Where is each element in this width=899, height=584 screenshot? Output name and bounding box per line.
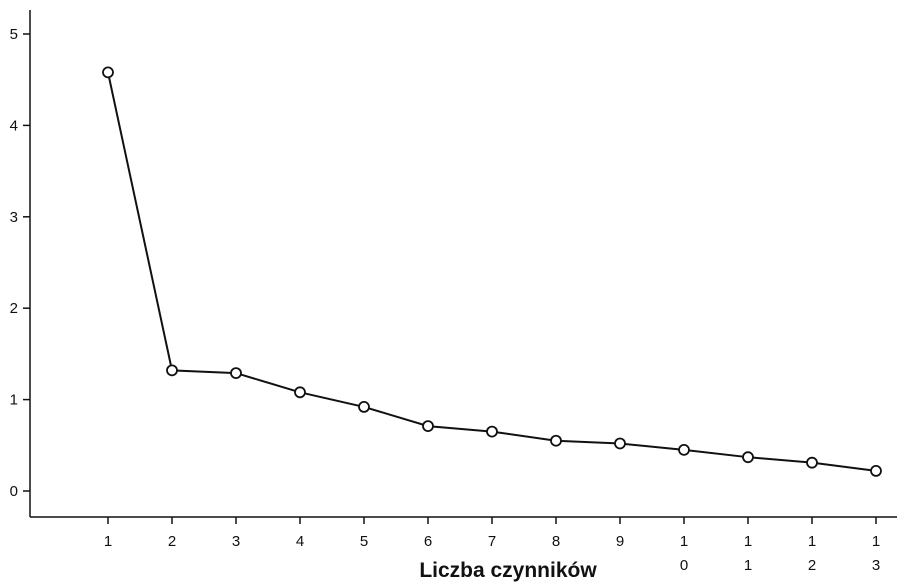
- x-tick-label: 7: [488, 533, 496, 550]
- y-axis-ticks: 0 1 2 3 4 5: [10, 26, 30, 500]
- x-tick-label: 1: [808, 533, 816, 550]
- x-tick-label: 1: [104, 533, 112, 550]
- y-tick-label: 1: [10, 392, 18, 409]
- x-tick-label: 1: [872, 533, 880, 550]
- x-tick-label: 8: [552, 533, 560, 550]
- y-tick-label: 3: [10, 209, 18, 226]
- data-point-marker: [358, 401, 370, 413]
- x-tick-label: 1: [744, 557, 752, 574]
- series-group: [102, 66, 882, 477]
- y-tick-label: 0: [10, 483, 18, 500]
- x-tick-label: 0: [680, 557, 688, 574]
- y-tick-label: 2: [10, 300, 18, 317]
- data-point-marker: [678, 443, 690, 456]
- y-tick-label: 5: [10, 26, 18, 43]
- series-line: [107, 72, 877, 472]
- x-tick-label: 5: [360, 533, 368, 550]
- data-point-marker: [166, 364, 178, 377]
- x-tick-label: 2: [808, 557, 816, 574]
- x-tick-label: 3: [872, 557, 880, 574]
- data-point-marker: [230, 367, 242, 379]
- data-point-marker: [102, 66, 114, 79]
- data-point-marker: [742, 451, 754, 464]
- x-axis-label: Liczba czynników: [419, 559, 597, 582]
- x-tick-label: 1: [744, 533, 752, 550]
- data-point-marker: [294, 386, 306, 399]
- x-tick-label: 6: [424, 533, 432, 550]
- y-tick-label: 4: [10, 117, 18, 134]
- data-point-marker: [550, 434, 562, 447]
- data-point-marker: [806, 456, 818, 469]
- x-tick-label: 1: [680, 533, 688, 550]
- data-point-marker: [870, 464, 882, 477]
- data-point-marker: [614, 437, 626, 450]
- x-tick-label: 3: [232, 533, 240, 550]
- x-tick-label: 4: [296, 533, 304, 550]
- data-point-marker: [486, 425, 498, 438]
- x-tick-label: 9: [616, 533, 624, 550]
- x-tick-label: 2: [168, 533, 176, 550]
- data-point-marker: [422, 420, 434, 433]
